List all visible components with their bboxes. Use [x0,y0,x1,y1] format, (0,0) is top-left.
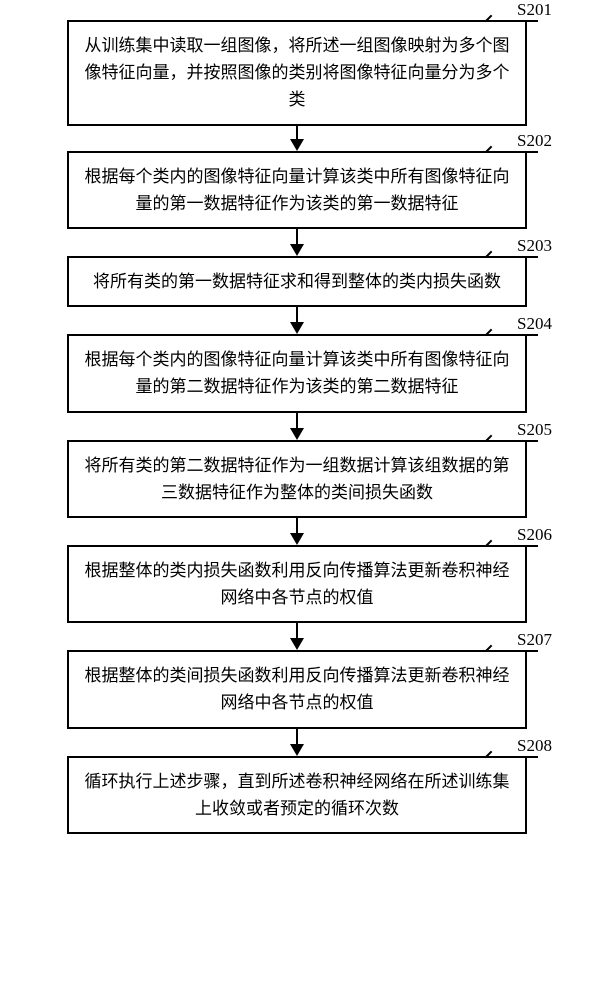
step-label: S204 [517,314,552,334]
step-label: S208 [517,736,552,756]
flowchart-box: 将所有类的第二数据特征作为一组数据计算该组数据的第三数据特征作为整体的类间损失函… [67,440,527,518]
step-label: S206 [517,525,552,545]
flowchart-step: S205将所有类的第二数据特征作为一组数据计算该组数据的第三数据特征作为整体的类… [30,440,564,518]
arrow-head-icon [290,638,304,650]
arrow-head-icon [290,428,304,440]
arrow-line [296,413,298,429]
flowchart-box: 将所有类的第一数据特征求和得到整体的类内损失函数 [67,256,527,307]
arrow-head-icon [290,244,304,256]
step-label: S202 [517,131,552,151]
flowchart-box: 根据每个类内的图像特征向量计算该类中所有图像特征向量的第一数据特征作为该类的第一… [67,151,527,229]
arrow-line [296,729,298,745]
step-label: S205 [517,420,552,440]
arrow-line [296,229,298,245]
step-label-connector [492,334,538,336]
flowchart-step: S204根据每个类内的图像特征向量计算该类中所有图像特征向量的第二数据特征作为该… [30,334,564,412]
step-label-connector [492,650,538,652]
arrow-head-icon [290,139,304,151]
arrow-line [296,518,298,534]
step-label-connector [492,756,538,758]
flowchart-step: S206根据整体的类内损失函数利用反向传播算法更新卷积神经网络中各节点的权值 [30,545,564,623]
flowchart-box: 根据整体的类内损失函数利用反向传播算法更新卷积神经网络中各节点的权值 [67,545,527,623]
flowchart-step: S208循环执行上述步骤，直到所述卷积神经网络在所述训练集上收敛或者预定的循环次… [30,756,564,834]
arrow-line [296,307,298,323]
arrow-head-icon [290,533,304,545]
step-label: S203 [517,236,552,256]
step-label-connector [492,545,538,547]
arrow-line [296,126,298,140]
flowchart-step: S203将所有类的第一数据特征求和得到整体的类内损失函数 [30,256,564,307]
arrow-head-icon [290,744,304,756]
flowchart-box: 根据每个类内的图像特征向量计算该类中所有图像特征向量的第二数据特征作为该类的第二… [67,334,527,412]
step-label-connector [492,20,538,22]
flowchart-step: S202根据每个类内的图像特征向量计算该类中所有图像特征向量的第一数据特征作为该… [30,151,564,229]
step-label-connector [492,440,538,442]
flowchart-container: S201从训练集中读取一组图像，将所述一组图像映射为多个图像特征向量，并按照图像… [30,20,564,834]
step-label: S207 [517,630,552,650]
step-label-connector [492,151,538,153]
flowchart-box: 从训练集中读取一组图像，将所述一组图像映射为多个图像特征向量，并按照图像的类别将… [67,20,527,126]
flowchart-step: S207根据整体的类间损失函数利用反向传播算法更新卷积神经网络中各节点的权值 [30,650,564,728]
arrow-head-icon [290,322,304,334]
arrow-line [296,623,298,639]
step-label-connector [492,256,538,258]
flowchart-box: 根据整体的类间损失函数利用反向传播算法更新卷积神经网络中各节点的权值 [67,650,527,728]
flowchart-box: 循环执行上述步骤，直到所述卷积神经网络在所述训练集上收敛或者预定的循环次数 [67,756,527,834]
step-label: S201 [517,0,552,20]
flowchart-step: S201从训练集中读取一组图像，将所述一组图像映射为多个图像特征向量，并按照图像… [30,20,564,126]
